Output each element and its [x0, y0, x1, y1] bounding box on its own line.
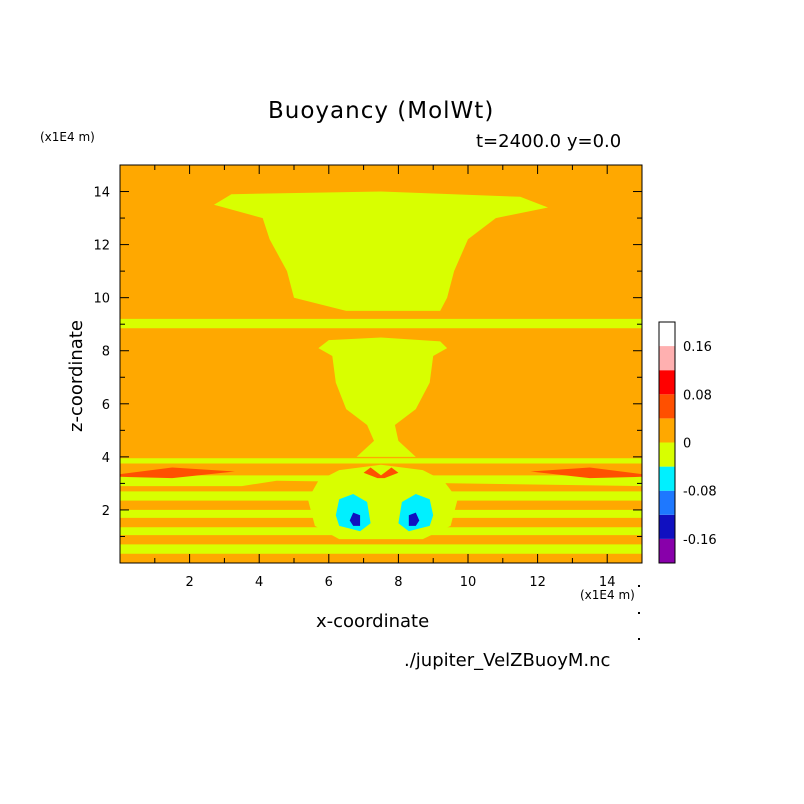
colorbar-swatch	[659, 346, 675, 371]
colorbar-swatch	[659, 538, 675, 563]
marker-dot	[638, 612, 640, 614]
x-tick-label: 12	[529, 575, 546, 590]
y-tick-label: 2	[102, 504, 110, 519]
y-tick-label: 4	[102, 451, 110, 466]
x-tick-label: 10	[460, 575, 477, 590]
plot-frame	[119, 164, 643, 564]
x-axis-label: x-coordinate	[316, 611, 430, 632]
colorbar-tick-label: 0	[683, 437, 691, 452]
region-warm-wedge-left	[120, 467, 235, 479]
colorbar-tick-label: -0.16	[683, 533, 717, 548]
chart-title: Buoyancy (MolWt)	[268, 98, 495, 124]
region-vortex-right-core	[408, 512, 420, 526]
x-tick-label: 14	[599, 575, 616, 590]
colorbar-swatch	[659, 490, 675, 515]
region-warm-cap	[363, 467, 399, 479]
x-tick-label: 2	[185, 575, 193, 590]
y-tick-label: 12	[93, 239, 110, 254]
x-scale-label: (x1E4 m)	[580, 588, 635, 602]
colorbar-swatch	[659, 418, 675, 443]
y-scale-label: (x1E4 m)	[40, 130, 95, 144]
region-warm-wedge-right	[530, 467, 642, 479]
x-tick-label: 4	[255, 575, 263, 590]
marker-dot	[638, 585, 640, 587]
region-cold-layer-1	[120, 458, 642, 464]
colorbar-tick-label: -0.08	[683, 485, 717, 500]
region-vortex-left-core	[349, 512, 361, 526]
colorbar-tick-label: 0.08	[683, 388, 712, 403]
y-tick-label: 14	[93, 186, 110, 201]
marker-dot	[638, 638, 640, 640]
region-cold-layer-6	[120, 544, 642, 554]
region-mid-level-layer	[120, 318, 642, 329]
colorbar-tick-label: 0.16	[683, 340, 712, 355]
source-file-label: ./jupiter_VelZBuoyM.nc	[404, 650, 611, 671]
colorbar-frame	[658, 321, 676, 564]
region-plume-column	[318, 337, 448, 457]
contour-regions	[120, 191, 642, 554]
colorbar-swatch	[659, 394, 675, 419]
y-tick-label: 10	[93, 292, 110, 307]
y-tick-label: 6	[102, 398, 110, 413]
region-upper-anvil	[214, 191, 548, 311]
x-tick-label: 6	[325, 575, 333, 590]
colorbar-swatch	[659, 442, 675, 467]
y-tick-label: 8	[102, 345, 110, 360]
colorbar-swatch	[659, 370, 675, 395]
x-tick-label: 8	[394, 575, 402, 590]
colorbar-swatch	[659, 514, 675, 539]
colorbar-swatch	[659, 466, 675, 491]
time-slice-label: t=2400.0 y=0.0	[476, 131, 622, 152]
